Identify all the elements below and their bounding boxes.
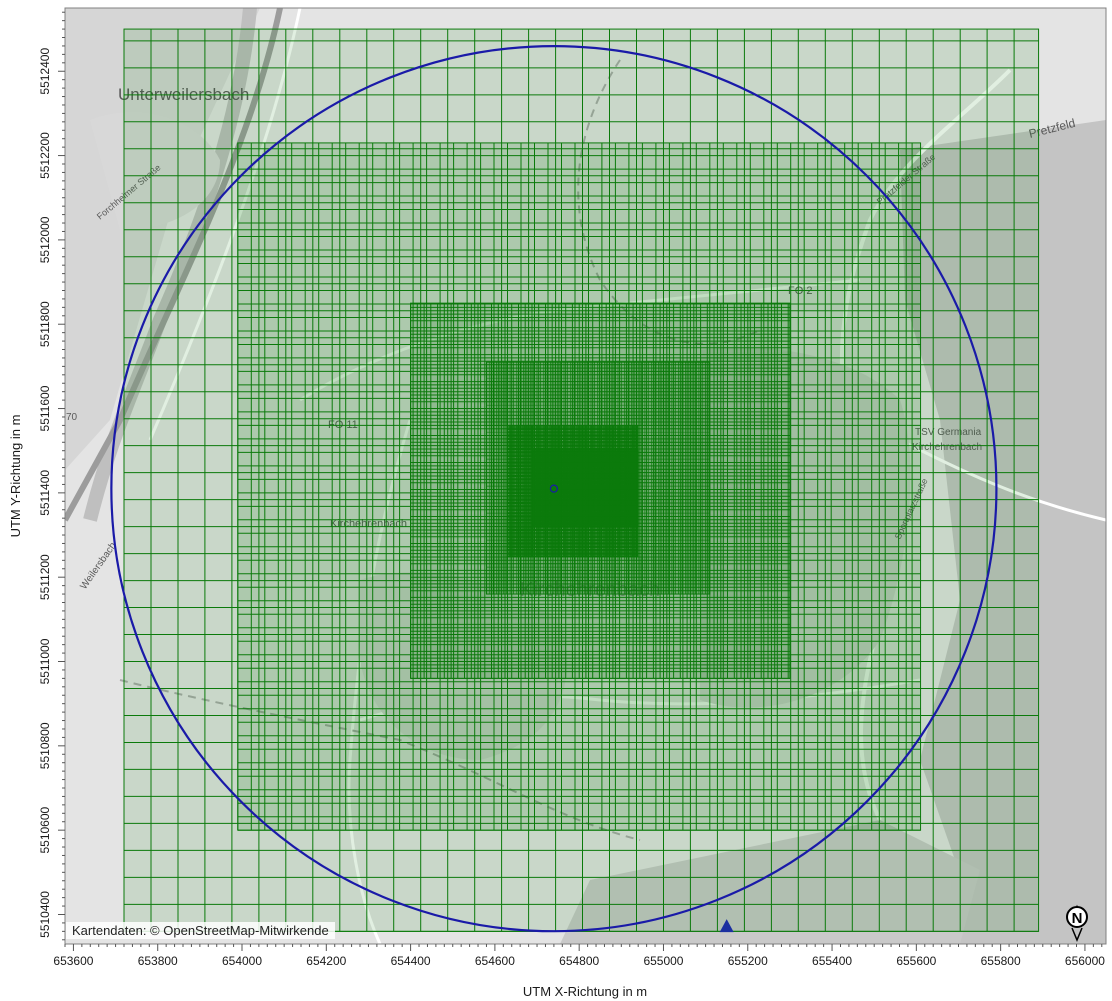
x-tick-label: 655400 [812,954,852,968]
place-label-kirchehrenbach-large: Kirchehrenbach [520,579,660,601]
y-tick-label: 5510400 [38,891,52,938]
y-tick-label: 5511600 [38,385,52,431]
road-sportplatz [899,438,1106,522]
label-tsv-2: Kirchehrenbach [912,442,982,453]
x-axis: 653600 653800 654000 654200 654400 654600 6548… [53,943,1106,968]
river [83,8,257,522]
main-road [65,8,283,522]
evaluation-circle [110,45,998,933]
x-tick-label: 654600 [475,954,515,968]
y-tick-label: 5511200 [38,554,52,600]
svg-text:N: N [1072,910,1083,927]
x-tick-label: 654000 [222,954,262,968]
y-tick-label: 5512200 [38,132,52,179]
x-tick-label: 656000 [1065,954,1105,968]
y-axis-title: UTM Y-Richtung in m [8,415,23,538]
x-tick-label: 655600 [896,954,936,968]
calculation-grid [123,28,1040,932]
y-tick-label: 5511800 [38,301,52,347]
x-axis-title: UTM X-Richtung in m [523,984,647,999]
woodland-area [900,120,1106,944]
label-tsv-1: TSV Germania [915,427,982,438]
map-attribution: Kartendaten: © OpenStreetMap-Mitwirkende [66,922,335,939]
x-tick-label: 653600 [53,954,93,968]
path-track [577,59,761,345]
road-number-label: 70 [66,412,78,423]
y-tick-label: 5510600 [38,806,52,853]
x-tick-label: 655800 [981,954,1021,968]
y-axis: 5512400 5512200 5512000 5511800 5511600 55114… [38,8,66,944]
y-tick-label: 5512400 [38,48,52,95]
north-arrow-icon: N [1066,904,1088,942]
map-area: Unterweilersbach Pretzfeld Kirchehrenbac… [65,8,1106,944]
x-tick-label: 655200 [728,954,768,968]
grid-level-4 [485,361,711,595]
built-up-area [360,572,568,760]
receptor-triangle-marker [719,919,734,933]
x-tick-label: 653800 [138,954,178,968]
y-tick-label: 5511000 [38,638,52,684]
x-tick-label: 655000 [643,954,683,968]
y-tick-label: 5512000 [38,216,52,263]
x-tick-label: 654800 [559,954,599,968]
emission-source-marker [549,484,558,493]
x-tick-label: 654200 [306,954,346,968]
built-up-area [90,112,220,230]
x-tick-label: 654400 [391,954,431,968]
y-tick-label: 5511400 [38,470,52,516]
grid-level-6 [532,450,639,528]
woodland-area [560,820,980,944]
y-tick-label: 5510800 [38,722,52,769]
